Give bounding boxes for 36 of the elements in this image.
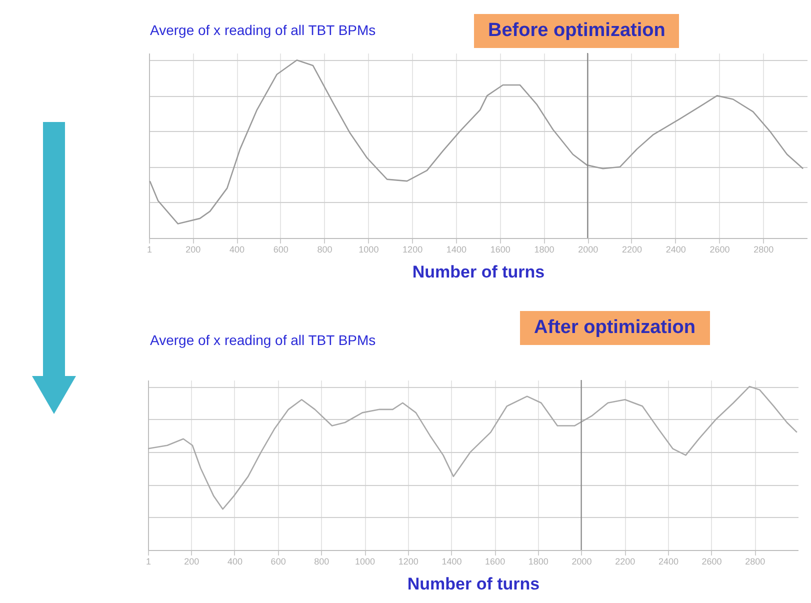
x-tick-label: 400 [230,244,245,254]
x-tick-label: 1 [146,244,152,254]
x-tick-label: 2000 [578,244,598,254]
x-tick-label: 200 [184,556,200,566]
x-tick-label: 1800 [528,556,548,566]
x-tick-label: 2200 [622,244,642,254]
x-tick-label: 800 [317,244,332,254]
x-tick-label: 1000 [358,244,379,254]
x-tick-label: 2800 [745,556,766,566]
x-tick-label: 1400 [442,556,462,566]
x-tick-label: 2400 [658,556,678,566]
chart-title: Averge of x reading of all TBT BPMs [150,332,376,348]
x-tick-label: 2000 [572,556,592,566]
x-tick-label: 2400 [666,244,686,254]
x-axis-title: Number of turns [412,262,545,282]
x-tick-label: 600 [273,244,288,254]
x-tick-label: 1200 [398,556,418,566]
x-tick-label: 2600 [702,556,722,566]
x-tick-label: 1400 [446,244,466,254]
x-axis-title: Number of turns [407,574,540,594]
x-tick-label: 2800 [754,244,774,254]
x-tick-label: 1200 [402,244,423,254]
chart-title: Averge of x reading of all TBT BPMs [150,22,376,38]
x-tick-label: 2200 [615,556,636,566]
x-tick-label: 1800 [534,244,554,254]
x-tick-label: 200 [186,244,201,254]
x-tick-label: 1600 [485,556,506,566]
chart-subtitle: After optimization [520,311,710,345]
x-tick-label: 1600 [490,244,510,254]
x-tick-label: 800 [314,556,330,566]
x-tick-label: 400 [227,556,242,566]
x-tick-label: 2600 [710,244,730,254]
x-tick-label: 1000 [355,556,376,566]
x-tick-label: 600 [270,556,286,566]
x-tick-label: 1 [146,556,152,566]
chart-subtitle: Before optimization [474,14,680,48]
